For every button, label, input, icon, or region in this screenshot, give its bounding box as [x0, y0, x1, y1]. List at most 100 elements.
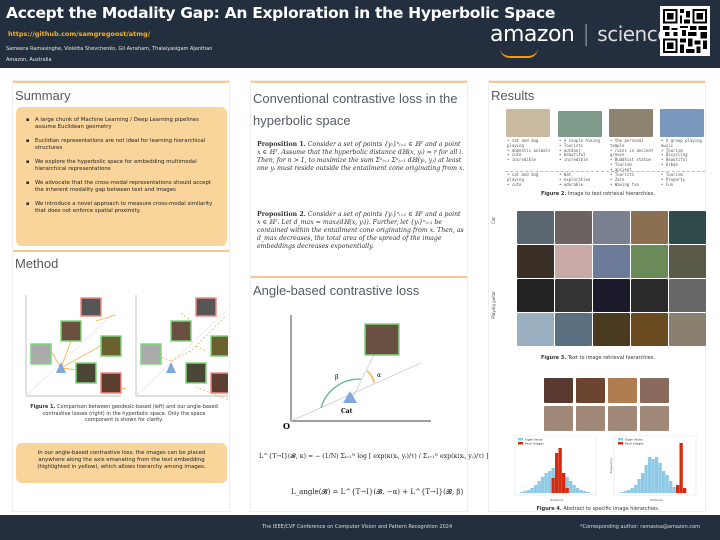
summary-item: A large chunk of Machine Learning / Deep…: [26, 117, 219, 131]
summary-heading: Summary: [15, 88, 71, 103]
figure-2-caption: Figure 2. Image to text retrieval hierar…: [489, 191, 707, 198]
summary-item: Euclidian representations are not ideal …: [26, 138, 219, 152]
eigen-bar: [523, 491, 527, 493]
figure-label: Figure 2.: [541, 191, 567, 197]
figure-1-diagram: [25, 295, 228, 401]
column-left: Summary A large chunk of Machine Learnin…: [12, 80, 230, 512]
legend-swatch: [518, 442, 523, 445]
retrieved-image: [593, 279, 630, 312]
eigen-bar: [583, 491, 587, 493]
text-hierarchy: • Hat • exploration • adorable: [559, 172, 591, 187]
face-image: [576, 378, 605, 403]
figure-label: Figure 1.: [30, 404, 56, 410]
caption-text: Abstract to specific image hierarchies.: [563, 506, 660, 512]
legend-swatch: [618, 438, 623, 441]
eigen-bar: [627, 490, 631, 493]
text-hierarchy: • A couple hiking • Tourists • outdoor •…: [559, 138, 600, 163]
summary-box: A large chunk of Machine Learning / Deep…: [16, 107, 227, 246]
prop-text: Consider a set of points {yᵢ}ⁿᵢ₌₁ ∈ ℍᵀ a…: [257, 141, 465, 172]
amazon-smile-icon: [500, 48, 538, 58]
result-image: [558, 111, 602, 137]
qr-code-icon[interactable]: [660, 6, 710, 56]
eigen-face-image: [608, 406, 637, 431]
method-heading: Method: [15, 256, 59, 271]
eigen-face-image: [576, 406, 605, 431]
eigen-bar: [579, 490, 583, 493]
retrieved-image: [669, 211, 706, 244]
divider: [489, 81, 705, 83]
contact: *Corresponding author: ramasisa@amazon.c…: [580, 524, 701, 530]
result-image: [609, 109, 653, 137]
eigen-bar: [530, 488, 534, 493]
retrieved-image: [517, 245, 554, 278]
divider: [251, 81, 467, 83]
proposition-2: Proposition 2. Consider a set of points …: [257, 211, 465, 251]
retrieved-image: [669, 279, 706, 312]
eigen-bar: [651, 459, 655, 493]
face-bar: [558, 448, 562, 493]
eigen-bar: [623, 491, 627, 493]
figure-3-caption: Figure 3. Text to image retrieval hierar…: [489, 355, 707, 362]
face-bar: [679, 443, 683, 493]
alpha-label: α: [377, 372, 381, 379]
conventional-heading: Conventional contrastive loss in the hyp…: [253, 91, 458, 128]
legend-swatch: [618, 442, 623, 445]
text-hierarchy: • Tourism • Property • Fun: [661, 172, 686, 187]
retrieved-image: [517, 279, 554, 312]
retrieved-image: [631, 279, 668, 312]
retrieved-image: [517, 211, 554, 244]
eigen-bar: [630, 488, 634, 493]
retrieved-image: [631, 313, 668, 346]
text-hierarchy: • A group playing music • Tourism • Bicy…: [661, 138, 702, 167]
figure-3-grid: [517, 211, 709, 347]
logo-text: amazon: [490, 22, 575, 47]
eigen-bar: [544, 473, 548, 493]
row-group-label: Cat: [491, 217, 496, 224]
column-middle: Conventional contrastive loss in the hyp…: [250, 80, 488, 512]
eigen-bar: [586, 492, 590, 493]
retrieved-image: [669, 245, 706, 278]
footer: The IEEE/CVF Conference on Computer Visi…: [0, 515, 720, 540]
prop-label: Proposition 2.: [257, 211, 306, 218]
angle-diagram: O Cat β α: [283, 315, 431, 431]
retrieved-image: [555, 313, 592, 346]
face-image: [640, 378, 669, 403]
retrieved-image: [593, 313, 630, 346]
prop-label: Proposition 1.: [257, 141, 306, 148]
divider: [13, 81, 229, 83]
eigen-bar: [534, 485, 538, 493]
row-group-label: Playing guitar: [491, 291, 496, 319]
github-link[interactable]: https://github.com/samgregoost/atmg/: [8, 30, 151, 38]
text-hierarchy: • Tourists • Zero • Waving fun: [610, 172, 639, 187]
text-hierarchy: • cat and dog playing • domestic animals…: [507, 138, 551, 163]
cat-label: Cat: [341, 408, 353, 415]
eigen-bar: [569, 481, 573, 493]
eigen-bar: [665, 475, 669, 493]
equation-angle: L_angle(𝓑) = L^{T→I}(𝓑, −α) + L^{T→I}(𝓑,…: [291, 488, 464, 496]
eigen-bar: [548, 471, 552, 493]
column-right: Results • cat and dog playing • domestic…: [488, 80, 706, 512]
affiliation: Amazon, Australia: [6, 57, 52, 63]
eigen-bar: [576, 488, 580, 493]
figure-label: Figure 4.: [536, 506, 562, 512]
eigen-bar: [662, 471, 666, 493]
result-image: [506, 109, 550, 137]
eigen-bar: [655, 457, 659, 493]
legend-label: Face images: [525, 442, 544, 446]
eigen-bar: [565, 477, 569, 493]
origin-label: O: [283, 421, 290, 431]
legend-swatch: [518, 438, 523, 441]
conference-name: The IEEE/CVF Conference on Computer Visi…: [262, 524, 453, 530]
retrieved-image: [669, 313, 706, 346]
eigen-bar: [527, 490, 531, 493]
figure-4-caption: Figure 4. Abstract to specific image hie…: [489, 506, 707, 513]
face-bar: [555, 453, 559, 493]
divider: [13, 250, 229, 252]
divider: [251, 276, 467, 278]
eigen-face-image: [640, 406, 669, 431]
legend-label: Eigen faces: [625, 438, 643, 442]
legend-label: Eigen faces: [525, 438, 543, 442]
face-bar: [683, 488, 687, 493]
eigen-bar: [537, 481, 541, 493]
beta-label: β: [335, 374, 339, 381]
